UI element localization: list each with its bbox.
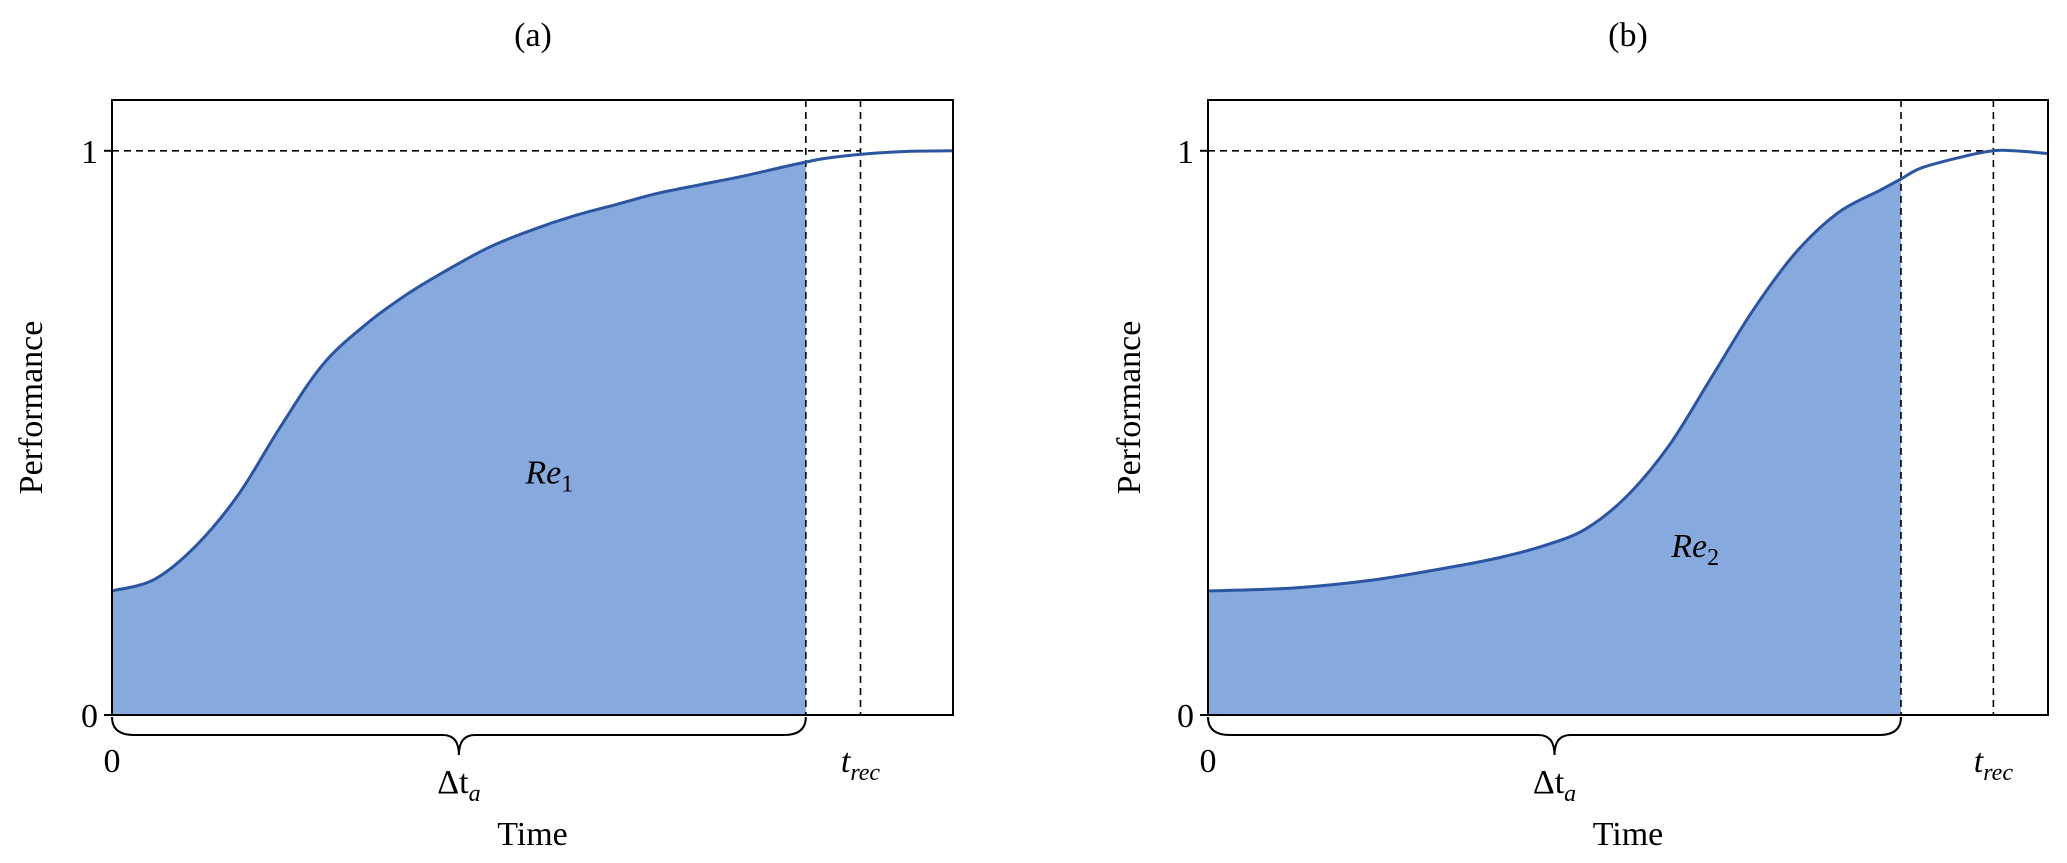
region-symbol: Re [524,455,561,492]
delta-ta-subscript: a [469,781,481,807]
x-tick-label-origin: 0 [1200,743,1217,780]
t-rec-symbol: t [841,743,852,780]
t-rec-label: trec [1974,743,2014,786]
x-tick-label-origin: 0 [104,743,121,780]
y-axis-label: Performance [1111,321,1148,495]
panel-title: (b) [1608,17,1648,54]
t-rec-subscript: rec [1983,760,2013,786]
shaded-area [112,162,806,716]
x-axis-label: Time [1593,816,1664,853]
panel-b: 0 1 0 trec Δta Re2 Time Performance (b) [1111,17,2049,853]
region-label: Re1 [524,455,573,498]
delta-ta-subscript: a [1564,781,1576,807]
y-tick-label: 1 [1177,134,1194,171]
shaded-area [1208,179,1901,715]
plot-frame [111,99,954,716]
region-subscript: 1 [561,472,573,498]
plot-frame [1207,99,2049,716]
t-rec-label: trec [841,743,881,786]
delta-ta-brace [1207,716,1902,756]
delta-ta-brace [111,716,807,756]
delta-ta-symbol: Δt [437,764,469,801]
panel-title: (a) [514,17,552,54]
y-tick-label: 1 [81,134,98,171]
delta-ta-label: Δta [437,764,480,807]
region-symbol: Re [1670,528,1707,565]
performance-curve [111,149,954,593]
t-rec-subscript: rec [850,760,880,786]
y-tick-label: 0 [81,698,98,735]
t-rec-symbol: t [1974,743,1985,780]
performance-curve [1207,148,2049,593]
y-tick-label: 0 [1177,698,1194,735]
delta-ta-symbol: Δt [1533,764,1565,801]
region-subscript: 2 [1707,545,1719,571]
y-axis-label: Performance [13,321,50,495]
x-axis-label: Time [497,816,568,853]
delta-ta-label: Δta [1533,764,1576,807]
region-label: Re2 [1670,528,1719,571]
